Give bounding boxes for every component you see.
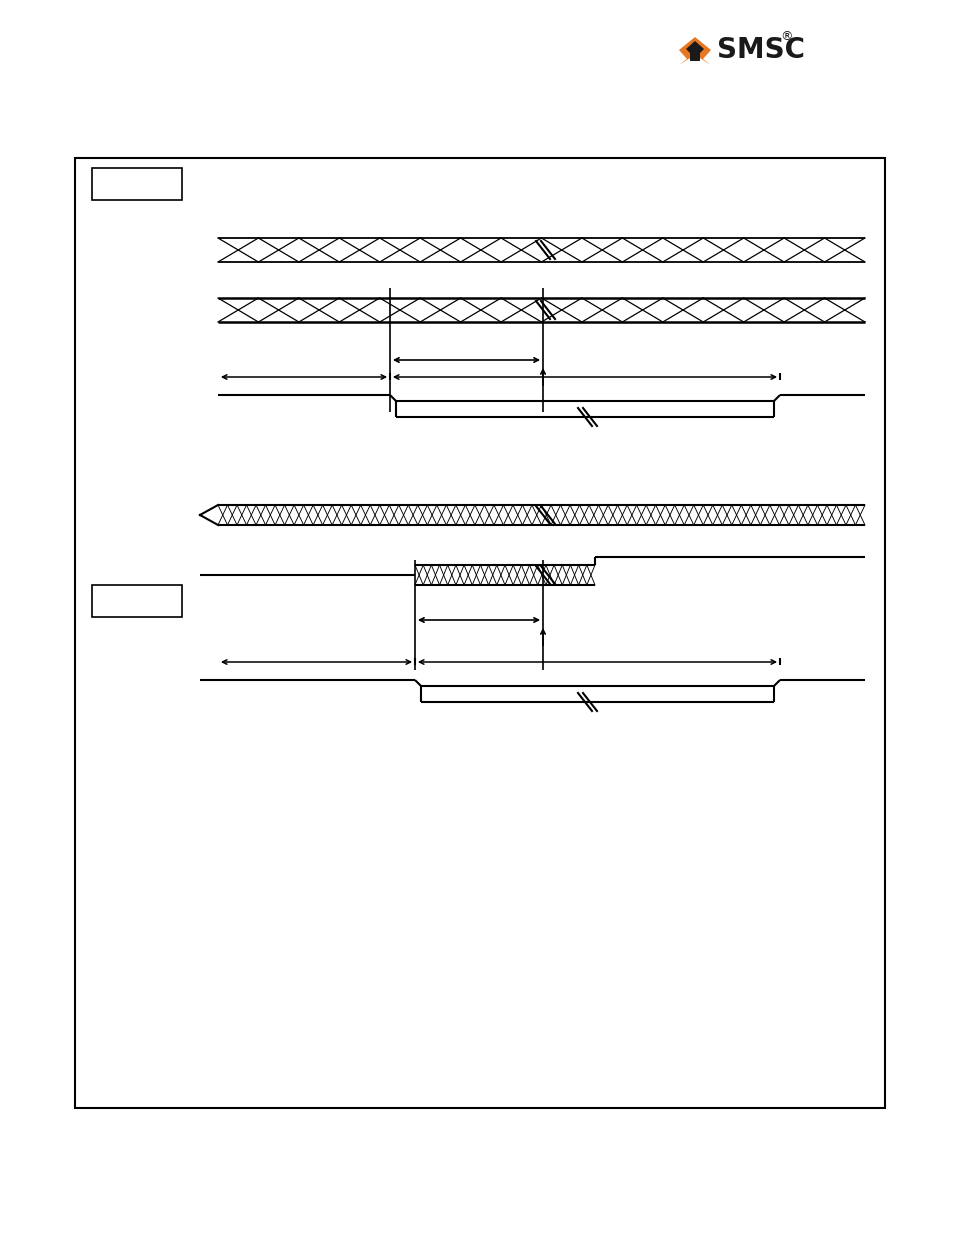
Text: ®: ® — [780, 30, 792, 43]
Text: SMSC: SMSC — [717, 36, 804, 64]
Bar — [91, 168, 182, 200]
Bar — [91, 585, 182, 618]
Polygon shape — [679, 37, 710, 65]
Polygon shape — [685, 41, 703, 61]
Bar — [75, 158, 884, 1108]
